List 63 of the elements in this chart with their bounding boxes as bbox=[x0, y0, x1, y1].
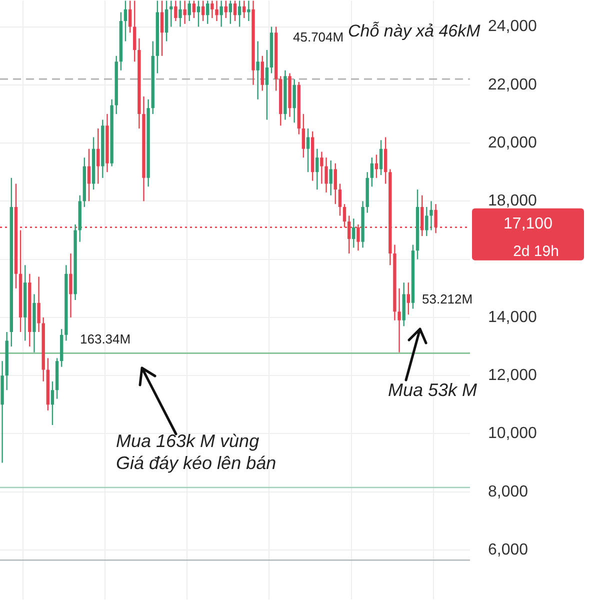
annotation: Mua 163k M vùng bbox=[116, 431, 260, 451]
candlestick bbox=[352, 218, 356, 248]
candlestick bbox=[133, 0, 136, 62]
candlestick bbox=[324, 156, 328, 194]
candlestick bbox=[170, 0, 173, 28]
y-tick-label: 6,000 bbox=[488, 541, 528, 558]
candlestick bbox=[370, 156, 374, 188]
candlestick bbox=[247, 0, 250, 22]
candlestick bbox=[37, 276, 40, 333]
annotation: 53.212M bbox=[422, 292, 473, 307]
y-tick-label: 10,000 bbox=[488, 425, 538, 442]
candlestick bbox=[50, 380, 54, 426]
text: 2d 19h bbox=[513, 243, 559, 260]
candlestick bbox=[233, 0, 237, 22]
candlestick bbox=[201, 0, 205, 22]
candlestick bbox=[228, 0, 232, 24]
candlestick bbox=[320, 151, 324, 184]
candlestick bbox=[188, 0, 191, 22]
candlestick bbox=[220, 0, 223, 28]
candlestick bbox=[128, 0, 132, 34]
candlestick bbox=[174, 0, 178, 22]
y-tick-label: 24,000 bbox=[488, 18, 538, 36]
annotation: 45.704M bbox=[293, 30, 344, 45]
candlestick bbox=[329, 160, 332, 196]
annotation: 163.34M bbox=[80, 332, 131, 347]
candlestick bbox=[338, 183, 342, 216]
candlestick bbox=[124, 0, 128, 42]
candlestick bbox=[178, 0, 182, 28]
y-tick-label: 12,000 bbox=[488, 366, 538, 384]
candlestick bbox=[292, 78, 296, 124]
candlestick bbox=[192, 0, 196, 19]
candlestick bbox=[398, 288, 401, 353]
candlestick bbox=[206, 0, 210, 24]
candlestick bbox=[256, 40, 260, 100]
candlestick bbox=[164, 0, 168, 42]
candlestick bbox=[265, 49, 269, 120]
y-tick-label: 22,000 bbox=[488, 76, 538, 94]
y-tick-label: 18,000 bbox=[488, 192, 538, 210]
candlestick bbox=[384, 136, 388, 184]
y-tick-label: 14,000 bbox=[488, 308, 538, 326]
candlestick bbox=[238, 0, 242, 28]
ref-line-label: 17,100 bbox=[504, 216, 553, 233]
candlestick bbox=[379, 140, 383, 176]
candlestick bbox=[69, 252, 72, 318]
candlestick bbox=[302, 113, 306, 158]
y-tick-label: 20,000 bbox=[488, 134, 538, 152]
candlestick bbox=[334, 162, 337, 205]
candlestick bbox=[406, 282, 410, 316]
candlestick bbox=[160, 0, 164, 56]
candlestick bbox=[260, 55, 264, 92]
y-tick-label: 8,000 bbox=[488, 483, 528, 500]
candlestick bbox=[87, 148, 91, 202]
candlestick bbox=[183, 0, 186, 24]
candlestick bbox=[316, 148, 319, 190]
candlestick bbox=[306, 128, 310, 173]
candlestick bbox=[210, 0, 214, 19]
candlestick bbox=[96, 128, 100, 184]
candlestick bbox=[425, 206, 428, 237]
candlestick bbox=[215, 0, 218, 22]
annotation: Mua 53k M bbox=[388, 380, 478, 400]
annotation: Chỗ này xả 46kM bbox=[348, 22, 482, 41]
candlestick bbox=[430, 200, 433, 231]
annotation: Giá đáy kéo lên bán bbox=[116, 453, 276, 473]
